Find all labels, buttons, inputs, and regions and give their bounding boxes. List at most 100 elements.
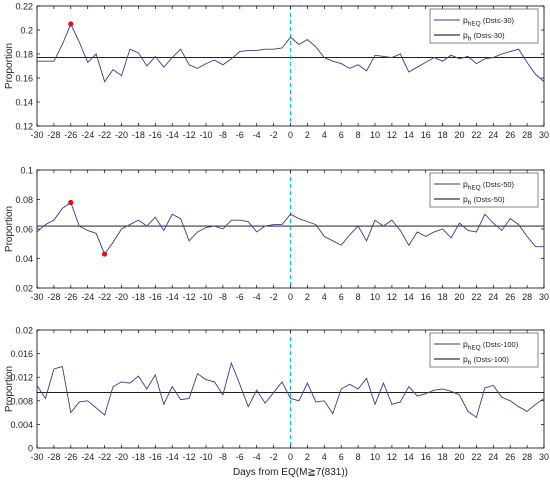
legend: phEQ (Dst≤-50) ph (Dst≤-50) xyxy=(429,172,539,208)
x-tick-label: -4 xyxy=(253,292,261,302)
x-tick-label: -22 xyxy=(98,130,111,140)
legend-entry: phEQ (Dst≤-100) xyxy=(463,339,519,352)
x-tick-label: 0 xyxy=(288,292,293,302)
x-tick-label: -10 xyxy=(199,452,212,462)
legend-box xyxy=(429,332,539,368)
x-tick-label: 6 xyxy=(339,452,344,462)
y-tick-label: 0.12 xyxy=(15,122,33,132)
x-tick-label: -26 xyxy=(64,452,77,462)
y-tick-label: 0.02 xyxy=(15,326,33,336)
legend: phEQ (Dst≤-100) ph (Dst≤-100) xyxy=(429,332,539,368)
x-tick-label: -2 xyxy=(270,130,278,140)
x-tick-label: -6 xyxy=(236,130,244,140)
y-tick-label: 0.18 xyxy=(15,50,33,60)
x-tick-label: 24 xyxy=(488,292,498,302)
x-tick-label: -8 xyxy=(219,292,227,302)
highlight-point xyxy=(102,251,108,257)
y-axis-label: Proportion xyxy=(4,206,15,252)
x-tick-label: 16 xyxy=(421,292,431,302)
x-tick-label: 4 xyxy=(322,292,327,302)
x-tick-label: -24 xyxy=(81,130,94,140)
x-tick-label: -30 xyxy=(30,130,43,140)
x-tick-label: 22 xyxy=(471,130,481,140)
x-tick-label: 20 xyxy=(454,130,464,140)
x-tick-label: 12 xyxy=(387,130,397,140)
x-tick-label: -22 xyxy=(98,292,111,302)
legend-entry: ph (Dst≤-50) xyxy=(463,194,505,207)
x-tick-label: -18 xyxy=(132,452,145,462)
x-tick-label: -20 xyxy=(115,452,128,462)
x-tick-label: 20 xyxy=(454,292,464,302)
x-tick-label: 22 xyxy=(471,452,481,462)
x-tick-label: -6 xyxy=(236,292,244,302)
x-tick-label: -20 xyxy=(115,292,128,302)
x-tick-label: 2 xyxy=(305,130,310,140)
x-tick-label: -16 xyxy=(149,130,162,140)
x-tick-label: -24 xyxy=(81,292,94,302)
x-tick-label: 6 xyxy=(339,130,344,140)
series-pheq-line xyxy=(36,201,544,256)
x-tick-label: -18 xyxy=(132,292,145,302)
legend-box xyxy=(429,8,539,44)
x-tick-label: 26 xyxy=(505,130,515,140)
x-tick-label: 30 xyxy=(539,452,549,462)
x-tick-label: -4 xyxy=(253,452,261,462)
x-tick-label: -20 xyxy=(115,130,128,140)
x-tick-label: -28 xyxy=(47,292,60,302)
y-axis-label: Proportion xyxy=(4,43,15,89)
y-tick-label: 0.1 xyxy=(20,166,33,176)
x-tick-label: -2 xyxy=(270,452,278,462)
x-tick-label: -6 xyxy=(236,452,244,462)
x-tick-label: 30 xyxy=(539,292,549,302)
x-tick-label: 16 xyxy=(421,130,431,140)
x-tick-label: 14 xyxy=(404,292,414,302)
y-tick-label: 0 xyxy=(28,444,33,454)
x-tick-label: 4 xyxy=(322,452,327,462)
x-tick-label: 8 xyxy=(356,130,361,140)
x-axis-label: Days from EQ(M≧7(831)) xyxy=(233,467,348,478)
x-tick-label: 18 xyxy=(438,292,448,302)
x-tick-label: -8 xyxy=(219,452,227,462)
x-tick-label: 30 xyxy=(539,130,549,140)
x-tick-label: -8 xyxy=(219,130,227,140)
chart-panel-1: -30 -28 -26 -24 -22 -20 -18 -16 -14 -12 -10 -8 -6 -4-… xyxy=(4,2,549,141)
x-tick-label: 10 xyxy=(370,452,380,462)
y-tick-label: 0.012 xyxy=(10,373,33,383)
x-tick-label: 28 xyxy=(522,452,532,462)
legend-entry: phEQ (Dst≤-30) xyxy=(463,15,515,28)
legend-box xyxy=(429,172,539,208)
x-tick-label: 10 xyxy=(370,130,380,140)
x-tick-label: 26 xyxy=(505,452,515,462)
x-tick-label: -2 xyxy=(270,292,278,302)
x-tick-label: -28 xyxy=(47,130,60,140)
x-tick-label: -22 xyxy=(98,452,111,462)
x-tick-label: -16 xyxy=(149,452,162,462)
x-tick-label: 10 xyxy=(370,292,380,302)
x-tick-label: 2 xyxy=(305,292,310,302)
x-tick-label: 0 xyxy=(288,130,293,140)
x-tick-label: 28 xyxy=(522,130,532,140)
x-tick-label: -14 xyxy=(166,130,179,140)
x-tick-label: -28 xyxy=(47,452,60,462)
x-tick-label: 20 xyxy=(454,452,464,462)
x-tick-label: 18 xyxy=(438,130,448,140)
x-tick-label: -4 xyxy=(253,130,261,140)
legend-entry: phEQ (Dst≤-50) xyxy=(463,179,515,192)
x-tick-label: -10 xyxy=(199,292,212,302)
y-axis-label: Proportion xyxy=(4,366,15,412)
legend-entry: ph (Dst≤-30) xyxy=(463,30,505,43)
highlight-point xyxy=(68,21,74,27)
legend-entry: ph (Dst≤-100) xyxy=(463,354,509,367)
x-tick-label: 24 xyxy=(488,452,498,462)
x-tick-label: -30 xyxy=(30,452,43,462)
x-tick-label: 28 xyxy=(522,292,532,302)
x-tick-label: 26 xyxy=(505,292,515,302)
x-tick-label: 14 xyxy=(404,130,414,140)
x-tick-label: 14 xyxy=(404,452,414,462)
x-tick-label: -12 xyxy=(183,452,196,462)
x-tick-label: -18 xyxy=(132,130,145,140)
x-tick-label: -16 xyxy=(149,292,162,302)
x-tick-label: -14 xyxy=(166,292,179,302)
x-tick-label: 12 xyxy=(387,292,397,302)
